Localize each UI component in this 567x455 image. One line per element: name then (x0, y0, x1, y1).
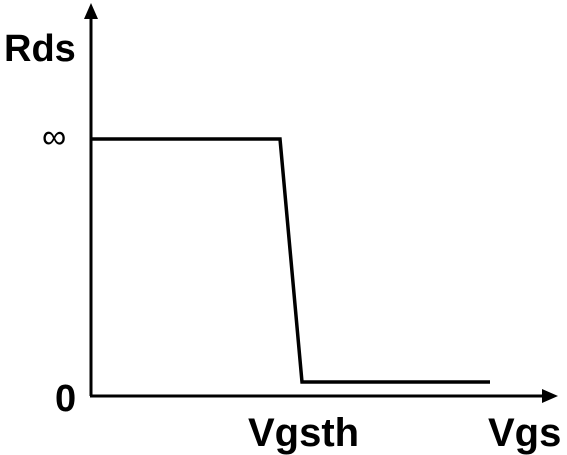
y-tick-zero: 0 (55, 378, 77, 420)
y-axis-arrowhead (84, 3, 98, 19)
x-axis-arrowhead (542, 389, 558, 403)
y-axis-label: Rds (4, 28, 76, 70)
y-tick-infinity: ∞ (42, 118, 67, 156)
rds-curve (91, 137, 490, 384)
x-tick-vgsth: Vgsth (248, 411, 360, 455)
x-axis-label: Vgs (488, 411, 562, 455)
